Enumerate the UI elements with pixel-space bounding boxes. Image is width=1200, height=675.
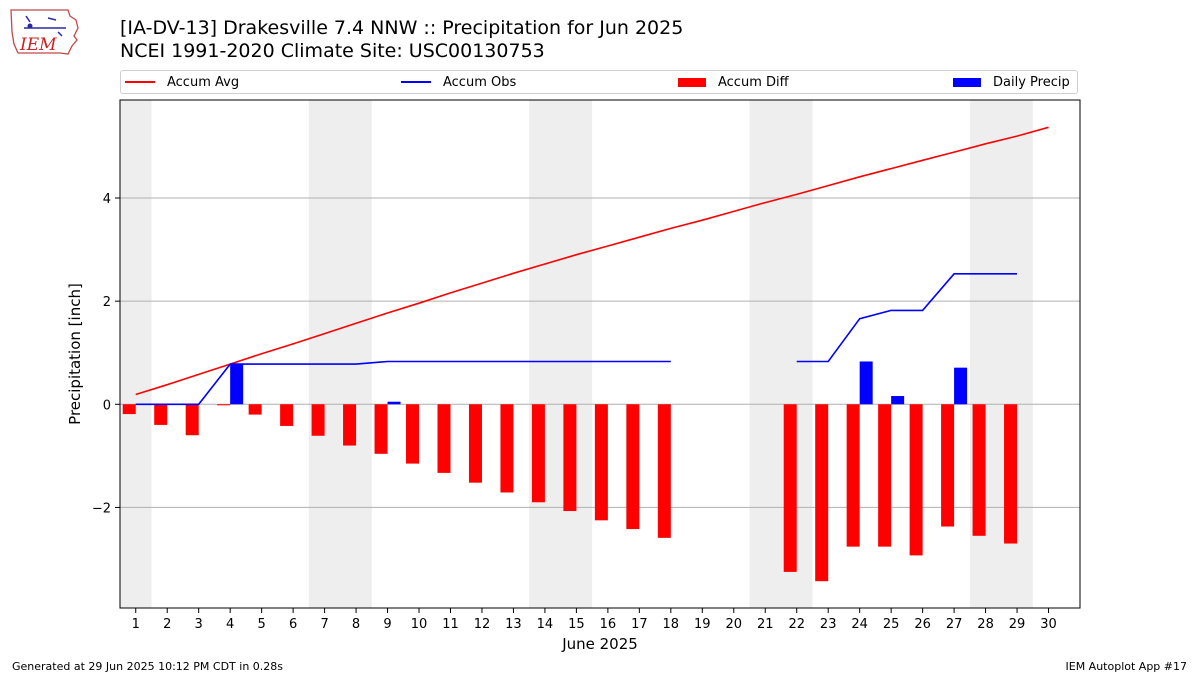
accum-diff-bar: [343, 404, 357, 446]
x-tick-label: 13: [505, 617, 522, 632]
x-tick-label: 26: [914, 617, 931, 632]
accum-diff-bar: [657, 404, 671, 538]
plot-frame: [119, 99, 1081, 609]
weekend-band-3: [529, 100, 593, 608]
x-tick-label: 9: [383, 617, 391, 632]
daily-precip-bar: [954, 367, 968, 405]
daily-precip-bar: [891, 396, 905, 405]
weekend-band-1: [120, 100, 152, 608]
x-tick-label: 18: [663, 617, 680, 632]
y-axis-label: Precipitation [inch]: [66, 283, 84, 425]
legend-label-daily-precip: Daily Precip: [993, 74, 1070, 90]
x-tick-label: 16: [600, 617, 617, 632]
weekend-band-4: [749, 100, 813, 608]
accum-diff-bar: [248, 404, 262, 415]
x-tick-label: 3: [195, 617, 203, 632]
x-tick-label: 8: [352, 617, 360, 632]
x-tick-label: 14: [537, 617, 554, 632]
accum-diff-bar: [783, 404, 797, 572]
accum-diff-bar: [437, 404, 451, 473]
x-tick-label: 17: [631, 617, 648, 632]
x-tick-label: 2: [163, 617, 171, 632]
chart-legend: Accum Avg Accum Obs Accum Diff Daily Pre…: [120, 70, 1078, 94]
accum-diff-bar: [531, 404, 545, 503]
weekend-band-2: [308, 100, 372, 608]
iem-logo: IEM: [10, 9, 79, 55]
x-tick-label: 12: [474, 617, 491, 632]
legend-swatch-daily-precip: [953, 77, 981, 87]
x-tick-label: 29: [1009, 617, 1026, 632]
x-tick-label: 7: [320, 617, 328, 632]
accum-diff-bar: [626, 404, 640, 530]
accum-diff-bar: [846, 404, 860, 547]
accum-diff-bar: [374, 404, 388, 454]
accum-diff-bar: [1004, 404, 1018, 544]
x-tick-label: 23: [820, 617, 837, 632]
x-tick-label: 22: [788, 617, 805, 632]
daily-precip-bar: [387, 401, 401, 405]
x-tick-label: 15: [568, 617, 585, 632]
legend-label-accum-avg: Accum Avg: [167, 74, 240, 90]
weather-station-icon: [24, 15, 66, 37]
x-tick-label: 10: [411, 617, 428, 632]
legend-label-accum-diff: Accum Diff: [718, 74, 789, 90]
accum-diff-bar: [594, 404, 608, 521]
y-tick-label: 2: [103, 295, 111, 310]
accum-diff-bar: [122, 404, 136, 415]
x-tick-label: 1: [132, 617, 140, 632]
accum-diff-bar: [972, 404, 986, 536]
y-tick-label: 4: [103, 192, 111, 207]
accum-obs-line: [796, 272, 1017, 363]
accum-avg-line: [135, 126, 1049, 396]
daily-precip-bar: [230, 364, 244, 405]
accum-diff-bar: [154, 404, 168, 425]
logo-text: IEM: [19, 35, 57, 55]
generated-timestamp: Generated at 29 Jun 2025 10:12 PM CDT in…: [12, 660, 284, 673]
x-tick-label: 11: [442, 617, 459, 632]
accum-diff-bar: [878, 404, 892, 547]
x-tick-label: 21: [757, 617, 774, 632]
x-tick-label: 5: [257, 617, 265, 632]
accum-diff-bar: [815, 404, 829, 582]
legend-item-accum-avg: Accum Avg: [125, 71, 239, 93]
accum-diff-bar: [280, 404, 294, 426]
legend-item-accum-obs: Accum Obs: [401, 71, 516, 93]
x-tick-label: 6: [289, 617, 297, 632]
accum-diff-bar: [941, 404, 955, 527]
accum-diff-bar: [563, 404, 577, 512]
legend-label-accum-obs: Accum Obs: [443, 74, 517, 90]
x-tick-label: 30: [1040, 617, 1057, 632]
accum-diff-bar: [185, 404, 199, 436]
accum-diff-bar: [217, 404, 231, 406]
y-tick-label: 0: [103, 398, 111, 413]
legend-swatch-accum-obs: [401, 81, 431, 83]
accum-obs-line: [135, 360, 671, 406]
legend-swatch-accum-diff: [678, 77, 706, 87]
x-tick-label: 25: [883, 617, 900, 632]
x-tick-label: 24: [851, 617, 868, 632]
wind-cup-icon: [27, 23, 33, 29]
chart-subtitle: NCEI 1991-2020 Climate Site: USC00130753: [120, 40, 545, 62]
app-credit: IEM Autoplot App #17: [1065, 660, 1188, 673]
legend-swatch-accum-avg: [125, 81, 155, 83]
accum-diff-bar: [500, 404, 514, 493]
x-tick-label: 20: [725, 617, 742, 632]
daily-precip-bar: [859, 361, 873, 405]
x-tick-label: 27: [946, 617, 963, 632]
iowa-state-outline-icon: [10, 9, 79, 55]
accum-diff-bar: [909, 404, 923, 556]
accum-diff-bar: [468, 404, 482, 483]
x-tick-label: 28: [977, 617, 994, 632]
accum-diff-bar: [311, 404, 325, 436]
legend-item-accum-diff: Accum Diff: [678, 71, 789, 93]
x-tick-label: 19: [694, 617, 711, 632]
x-tick-label: 4: [226, 617, 234, 632]
legend-item-daily-precip: Daily Precip: [953, 71, 1070, 93]
x-axis-label: June 2025: [561, 635, 638, 653]
y-tick-label: −2: [92, 501, 111, 516]
chart-title: [IA-DV-13] Drakesville 7.4 NNW :: Precip…: [120, 17, 684, 39]
accum-diff-bar: [406, 404, 420, 464]
